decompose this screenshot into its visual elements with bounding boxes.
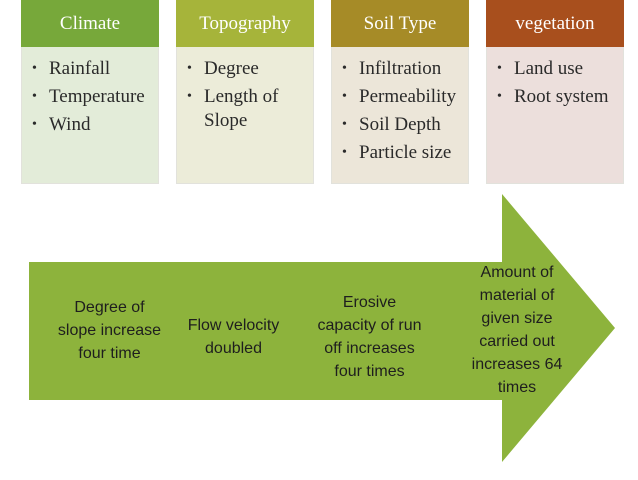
list-item: Wind <box>32 113 152 137</box>
list-item: Infiltration <box>342 57 462 81</box>
list-item: Permeability <box>342 85 462 109</box>
arrow-step-4: Amount of material of given size carried… <box>471 264 563 396</box>
card-header-topography: Topography <box>176 0 314 47</box>
card-title-climate: Climate <box>59 12 121 34</box>
list-item: Temperature <box>32 85 152 109</box>
category-card-vegetation: vegetation Land use Root system <box>486 0 624 184</box>
card-body-vegetation: Land use Root system <box>486 47 624 184</box>
card-title-vegetation: vegetation <box>515 12 595 34</box>
category-card-climate: Climate Rainfall Temperature Wind <box>21 0 159 184</box>
card-header-vegetation: vegetation <box>486 0 624 47</box>
card-title-soil-type: Soil Type <box>363 12 437 34</box>
list-item: Soil Depth <box>342 113 462 137</box>
list-item: Root system <box>497 85 617 109</box>
card-body-topography: Degree Length of Slope <box>176 47 314 184</box>
list-item: Degree <box>187 57 307 81</box>
process-arrow-shape <box>29 194 615 462</box>
category-card-soil-type: Soil Type Infiltration Permeability Soil… <box>331 0 469 184</box>
card-body-soil-type: Infiltration Permeability Soil Depth Par… <box>331 47 469 184</box>
card-body-climate: Rainfall Temperature Wind <box>21 47 159 184</box>
card-header-climate: Climate <box>21 0 159 47</box>
list-item: Particle size <box>342 141 462 165</box>
list-item: Rainfall <box>32 57 152 81</box>
card-title-topography: Topography <box>199 12 291 34</box>
card-header-soil-type: Soil Type <box>331 0 469 47</box>
arrow-step-2: Flow velocity doubled <box>187 317 280 357</box>
category-card-topography: Topography Degree Length of Slope <box>176 0 314 184</box>
list-item: Length of Slope <box>187 85 307 133</box>
arrow-step-1: Degree of slope increase four time <box>57 299 162 362</box>
list-item: Land use <box>497 57 617 81</box>
arrow-step-3: Erosive capacity of run off increases fo… <box>317 294 422 380</box>
